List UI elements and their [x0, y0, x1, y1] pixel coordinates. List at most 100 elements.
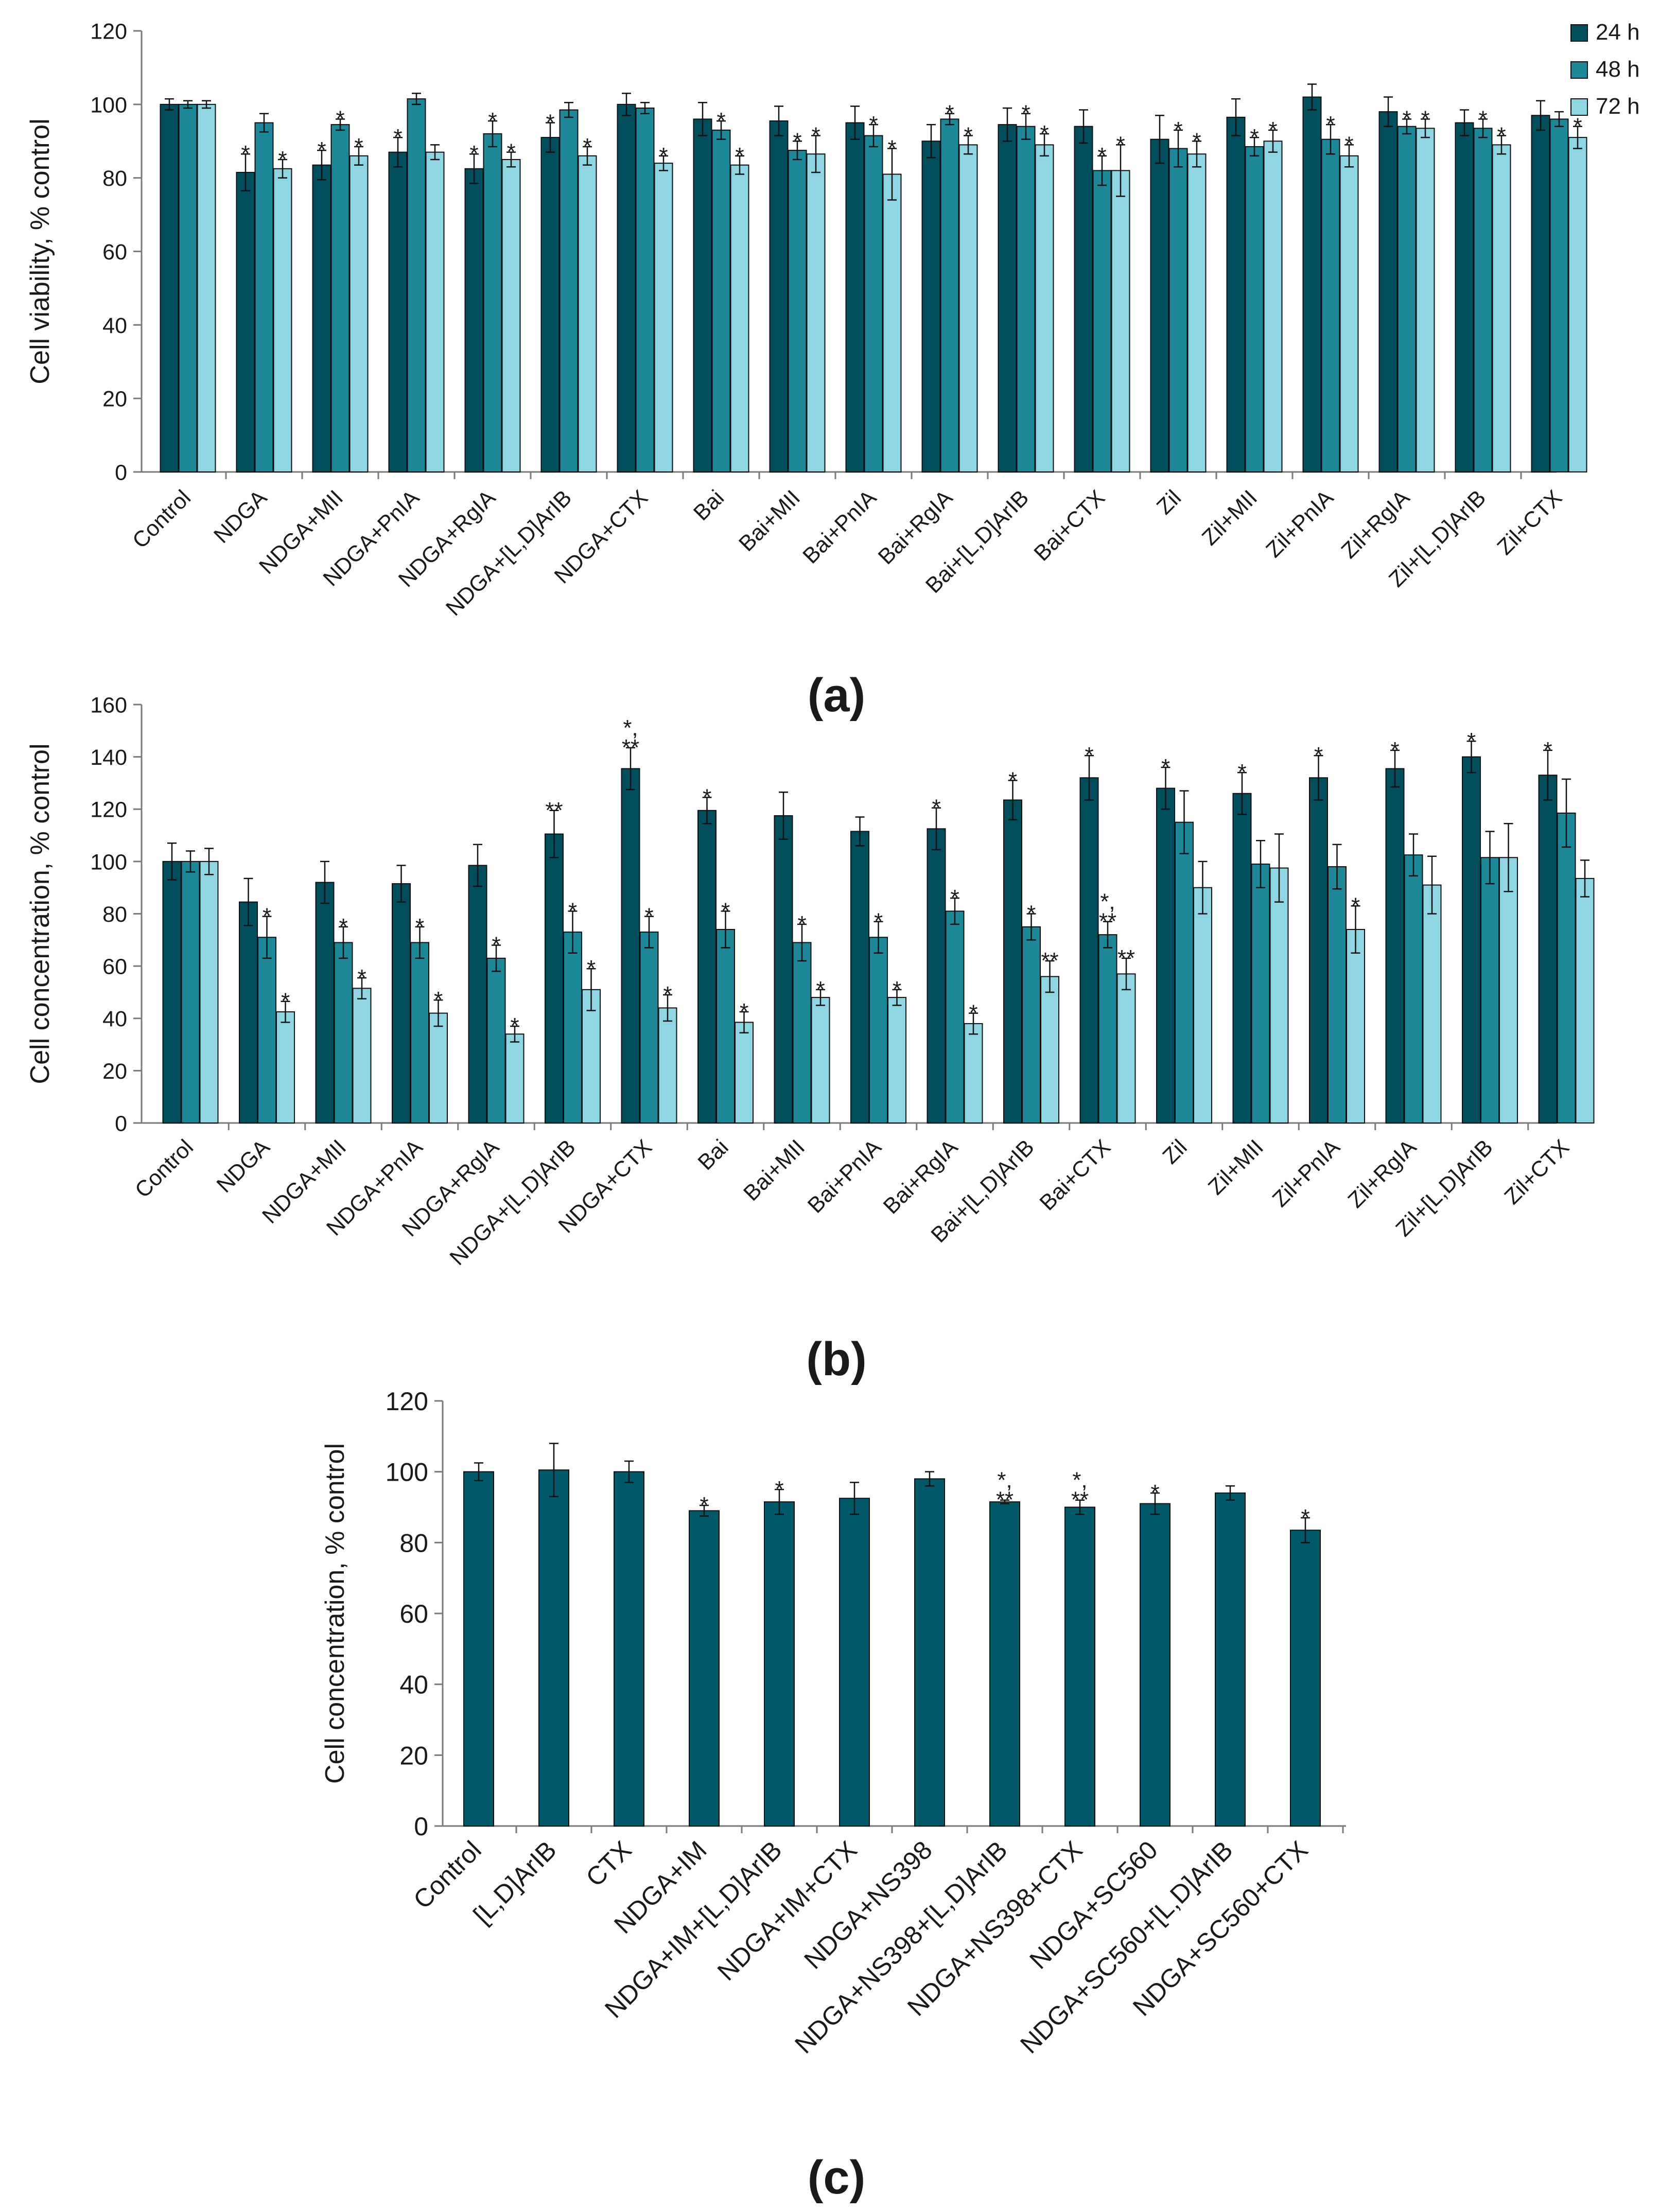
- panel-a-chart: 0 20 40 60 80 100 120 Cell viability, % control…: [25, 19, 1587, 722]
- significance-marker: *: [1543, 738, 1552, 763]
- bar: [792, 942, 812, 1124]
- bar: [483, 133, 502, 472]
- x-tick-label: Bai+MII: [739, 1135, 810, 1206]
- significance-marker: *: [1174, 117, 1182, 143]
- y-tick-label: 0: [115, 1111, 127, 1136]
- bar: [764, 1501, 795, 1827]
- bar: [882, 173, 902, 472]
- significance-marker: *: [1161, 754, 1170, 780]
- x-tick-label: Zil+CTX: [1492, 485, 1567, 560]
- bar: [921, 141, 941, 472]
- significance-marker: *: [644, 904, 653, 929]
- significance-marker: **: [1071, 1487, 1089, 1513]
- significance-marker: *: [1573, 114, 1582, 139]
- significance-marker: *: [735, 143, 744, 168]
- bar: [392, 883, 411, 1124]
- y-tick-label: 40: [399, 1671, 428, 1699]
- legend-swatch: [1570, 24, 1588, 42]
- significance-marker: *: [339, 914, 347, 939]
- bar: [864, 135, 883, 473]
- y-tick-label: 60: [102, 955, 127, 979]
- significance-marker: *: [1097, 143, 1106, 168]
- bar: [914, 1478, 945, 1827]
- significance-marker: *: [797, 911, 806, 937]
- x-tick-label: Control: [130, 1135, 198, 1203]
- bar: [236, 171, 255, 472]
- x-tick-label: Zil+RgIA: [1337, 485, 1415, 564]
- significance-marker: *,: [1100, 889, 1115, 915]
- bar: [788, 150, 807, 472]
- panel-label: (a): [808, 669, 865, 722]
- bar: [1193, 887, 1212, 1123]
- panel-label: (c): [808, 2151, 865, 2204]
- significance-marker: *: [740, 999, 748, 1024]
- significance-marker: *: [703, 784, 711, 810]
- bar: [639, 932, 659, 1123]
- significance-marker: *: [317, 137, 326, 163]
- bar: [1568, 137, 1587, 472]
- bar: [1531, 115, 1550, 472]
- bar: [162, 861, 182, 1123]
- bar: [697, 810, 717, 1123]
- bar: [1422, 884, 1442, 1123]
- significance-marker: *: [281, 989, 290, 1014]
- significance-marker: *: [1351, 893, 1360, 918]
- bar: [486, 957, 506, 1123]
- significance-marker: *: [415, 914, 424, 939]
- bar: [1404, 854, 1423, 1123]
- bar: [617, 103, 636, 473]
- bar: [1232, 793, 1252, 1123]
- bar: [199, 861, 219, 1123]
- legend-entry: 24 h: [1596, 20, 1640, 45]
- panel-label: (b): [806, 1333, 866, 1385]
- bar: [349, 155, 369, 473]
- x-tick-label: Zil: [1158, 1135, 1192, 1169]
- bar: [257, 937, 276, 1123]
- y-tick-label: 160: [90, 693, 127, 717]
- x-tick-label: Bai: [689, 485, 729, 525]
- significance-marker: **: [1099, 909, 1116, 934]
- y-axis-label: Cell concentration, % control: [320, 1443, 350, 1784]
- significance-marker: *: [546, 110, 554, 135]
- bar: [711, 129, 731, 472]
- significance-marker: *: [869, 112, 878, 137]
- bar: [578, 155, 597, 473]
- x-tick-label: Bai+MII: [734, 485, 805, 556]
- significance-marker: *: [583, 134, 591, 159]
- bar: [1492, 144, 1511, 472]
- bar: [1022, 926, 1041, 1123]
- bar: [839, 1498, 870, 1827]
- significance-marker: *: [1344, 132, 1353, 157]
- significance-marker: *: [336, 106, 344, 131]
- significance-marker: *: [950, 885, 959, 910]
- significance-marker: *: [1402, 106, 1411, 131]
- significance-marker: *: [893, 977, 901, 1002]
- significance-marker: *,: [623, 715, 638, 741]
- x-tick-label: Bai+PnIA: [798, 485, 882, 569]
- significance-marker: *: [1301, 1505, 1309, 1530]
- bar: [774, 815, 793, 1123]
- significance-marker: *: [887, 136, 896, 161]
- x-tick-label: Bai: [693, 1135, 733, 1175]
- significance-marker: *: [1027, 901, 1036, 926]
- significance-marker: *: [1116, 132, 1125, 157]
- bar: [1016, 126, 1036, 472]
- bar: [239, 901, 258, 1124]
- bar: [693, 118, 712, 472]
- bar: [540, 137, 560, 472]
- bar: [429, 1012, 448, 1124]
- bar: [352, 988, 372, 1124]
- bar: [927, 828, 946, 1123]
- bar: [505, 1033, 525, 1124]
- legend-entry: 48 h: [1596, 57, 1640, 82]
- bar: [887, 997, 906, 1123]
- y-tick-label: 0: [115, 460, 127, 485]
- significance-marker: *: [811, 123, 820, 148]
- significance-marker: *: [393, 125, 402, 150]
- panel-b-chart: 0 20 40 60 80 100 120 140 160 Cell concentration,…: [25, 693, 1595, 1385]
- x-tick-label: NDGA+SC560: [1024, 1835, 1163, 1975]
- y-tick-label: 120: [386, 1387, 428, 1416]
- bar: [614, 1471, 644, 1827]
- significance-marker: *: [659, 143, 668, 168]
- significance-marker: *: [663, 982, 672, 1007]
